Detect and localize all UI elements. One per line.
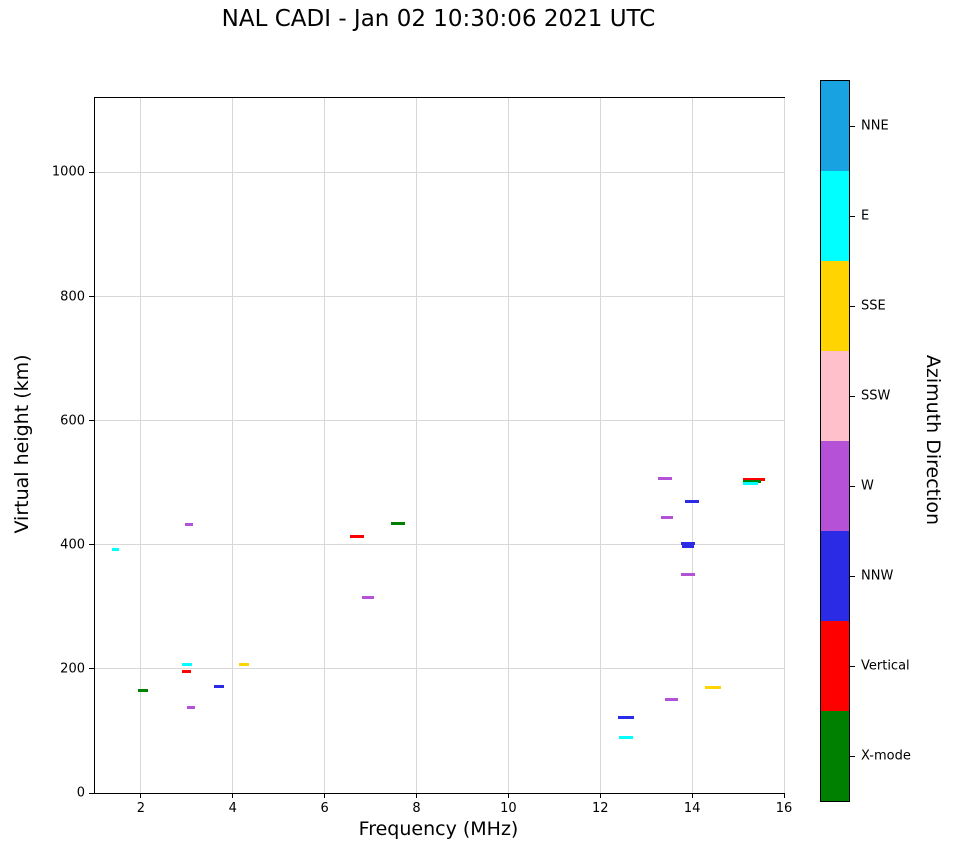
colorbar-tick-mark: [850, 125, 855, 127]
colorbar-segment: [821, 261, 849, 351]
x-tick-label: 2: [136, 801, 146, 816]
echo-point: [349, 535, 364, 539]
colorbar-tick-mark: [850, 215, 855, 217]
y-gridline: [95, 296, 784, 298]
echo-point: [181, 663, 192, 667]
echo-point: [664, 698, 678, 702]
y-tick-mark: [89, 544, 95, 546]
x-gridline: [599, 98, 601, 793]
echo-point: [681, 544, 694, 548]
colorbar-segment: [821, 441, 849, 531]
x-tick-mark: [507, 793, 509, 798]
x-tick-label: 4: [228, 801, 237, 816]
x-tick-label: 16: [775, 801, 793, 816]
y-axis-label: Virtual height (km): [11, 354, 33, 534]
colorbar-tick-label: SSW: [861, 388, 891, 404]
x-gridline: [324, 98, 326, 793]
y-tick-label: 800: [60, 289, 85, 305]
echo-point: [138, 689, 149, 693]
colorbar-tick-label: SSE: [861, 298, 886, 314]
colorbar-tick-label: NNW: [861, 568, 894, 584]
y-tick-mark: [89, 296, 95, 298]
x-tick-mark: [232, 793, 234, 798]
colorbar-segment: [821, 531, 849, 621]
colorbar-tick-label: NNE: [861, 118, 889, 134]
colorbar-segment: [821, 711, 849, 801]
y-gridline: [95, 420, 784, 422]
x-tick-label: 8: [412, 801, 421, 816]
x-tick-label: 6: [320, 801, 329, 816]
echo-point: [680, 573, 695, 577]
x-axis-label: Frequency (MHz): [358, 818, 519, 840]
plot-inner: 2 4 6 8 10 12 14 16 0 200 400 600 800 1000: [52, 98, 792, 816]
x-tick-mark: [324, 793, 326, 798]
colorbar-title: Azimuth Direction: [922, 354, 944, 526]
echo-point: [391, 521, 406, 525]
colorbar-segment: [821, 171, 849, 261]
colorbar-tick-mark: [850, 395, 855, 397]
x-tick-label: 12: [591, 801, 609, 816]
y-gridline: [95, 544, 784, 546]
colorbar-segment: [821, 621, 849, 711]
echo-point: [704, 686, 721, 689]
echo-point: [239, 663, 250, 667]
colorbar-tick-label: E: [861, 208, 870, 224]
y-tick-label: 400: [60, 537, 85, 553]
x-gridline: [232, 98, 234, 793]
x-gridline: [783, 98, 785, 793]
colorbar-tick-label: W: [861, 478, 874, 494]
echo-point: [362, 596, 375, 600]
x-gridline: [416, 98, 418, 793]
echo-point: [185, 522, 194, 526]
x-tick-mark: [599, 793, 601, 798]
echo-point: [742, 479, 761, 483]
colorbar-segment: [821, 351, 849, 441]
x-tick-mark: [416, 793, 418, 798]
colorbar-tick-mark: [850, 575, 855, 577]
y-gridline: [95, 668, 784, 670]
echo-point: [617, 715, 634, 719]
echo-point: [743, 481, 759, 485]
echo-point: [657, 476, 672, 480]
echo-point: [685, 499, 700, 503]
y-tick-mark: [89, 171, 95, 173]
y-tick-label: 0: [76, 785, 85, 801]
colorbar-segment: [821, 81, 849, 171]
echo-point: [187, 705, 196, 709]
y-tick-mark: [89, 668, 95, 670]
y-tick-label: 200: [60, 661, 85, 677]
x-gridline: [140, 98, 142, 793]
colorbar: NNE E SSE SSW W NNW Vertical X-mode: [820, 80, 911, 802]
colorbar-tick-mark: [850, 755, 855, 757]
y-tick-mark: [89, 792, 95, 794]
echo-point: [660, 515, 673, 519]
x-tick-mark: [691, 793, 693, 798]
chart-title: NAL CADI - Jan 02 10:30:06 2021 UTC: [221, 6, 656, 32]
colorbar-tick-label: X-mode: [861, 748, 911, 764]
y-tick-mark: [89, 420, 95, 422]
x-gridline: [691, 98, 693, 793]
echo-point: [112, 547, 120, 551]
echo-point: [182, 669, 192, 673]
echo-point: [680, 542, 695, 546]
y-gridline: [95, 171, 784, 173]
colorbar-tick-label: Vertical: [861, 658, 910, 674]
x-gridline: [507, 98, 509, 793]
echo-point: [618, 735, 633, 739]
y-tick-label: 1000: [51, 164, 85, 180]
x-tick-mark: [783, 793, 785, 798]
colorbar-tick-mark: [850, 305, 855, 307]
x-tick-label: 14: [683, 801, 701, 816]
colorbar-tick-mark: [850, 485, 855, 487]
plot-area: 2 4 6 8 10 12 14 16 0 200 400 600 800 1000: [52, 97, 792, 816]
x-tick-label: 10: [500, 801, 517, 816]
echo-point: [214, 684, 225, 688]
colorbar-tick-mark: [850, 665, 855, 667]
x-tick-mark: [140, 793, 142, 798]
y-tick-label: 600: [60, 413, 85, 429]
echo-point: [743, 477, 766, 481]
